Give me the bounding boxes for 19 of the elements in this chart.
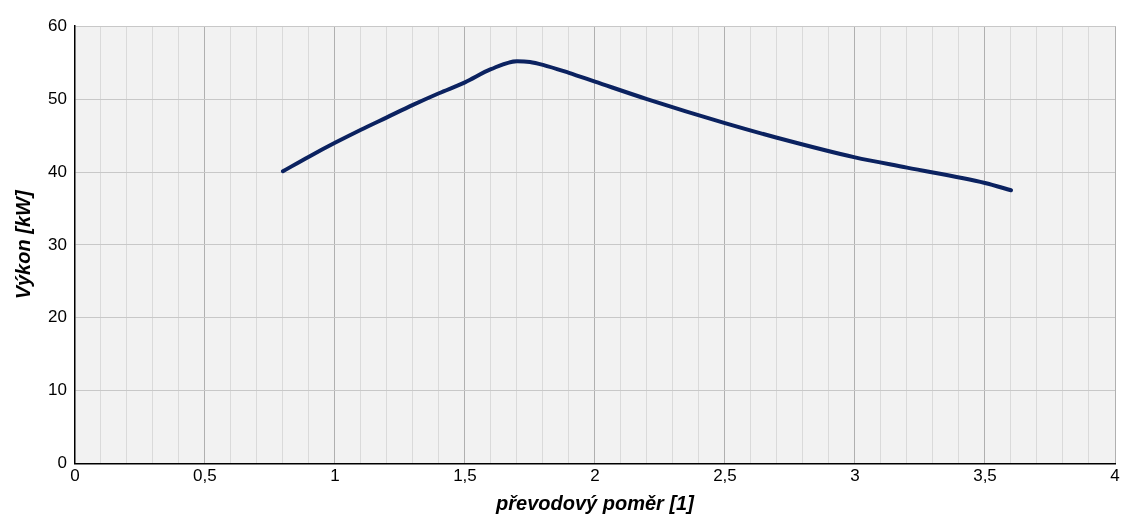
y-tick-label: 10	[47, 380, 67, 400]
x-tick-label: 2,5	[713, 466, 737, 486]
x-tick-label: 0,5	[193, 466, 217, 486]
x-tick-label: 1	[330, 466, 340, 486]
y-tick-label: 20	[47, 307, 67, 327]
y-tick-label: 0	[57, 453, 67, 473]
x-tick-label: 3	[850, 466, 860, 486]
y-tick-label: 40	[47, 161, 67, 181]
x-axis-title: převodový poměr [1]	[495, 491, 696, 514]
y-tick-label: 60	[47, 15, 67, 35]
x-tick-label: 1,5	[453, 466, 477, 486]
y-tick-label: 30	[47, 234, 67, 254]
y-tick-label: 50	[47, 88, 67, 108]
x-tick-label: 3,5	[973, 466, 997, 486]
x-tick-label: 4	[1110, 466, 1120, 486]
x-tick-label: 0	[70, 466, 80, 486]
y-axis-title: Výkon [kW]	[11, 189, 34, 300]
line-series	[280, 59, 1013, 193]
x-tick-label: 2	[590, 466, 600, 486]
